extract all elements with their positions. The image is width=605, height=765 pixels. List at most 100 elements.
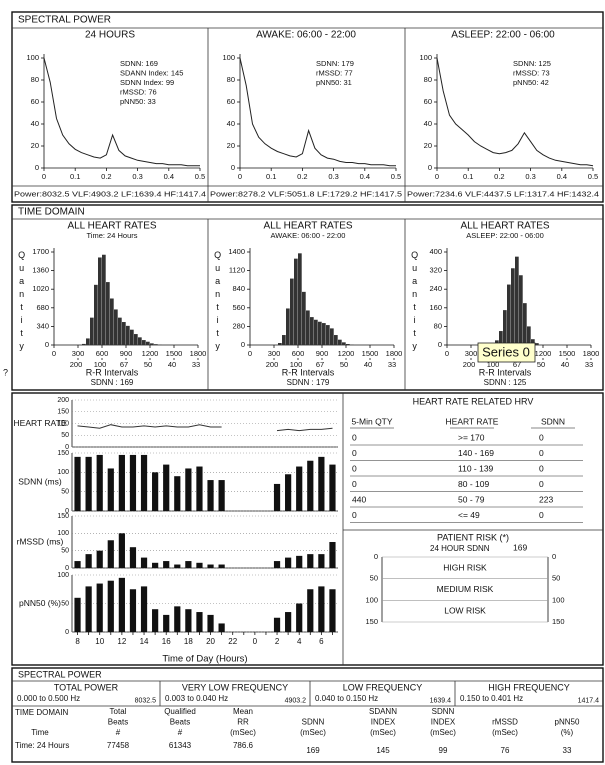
y-tick-label: 40 — [227, 119, 235, 128]
sdnn-footer: SDNN : 179 — [287, 378, 330, 387]
annotation: SDNN: 179 — [316, 59, 354, 68]
y-tick-label: 60 — [424, 97, 432, 106]
histogram-bar — [334, 335, 338, 345]
y-tick-label: 560 — [232, 303, 245, 312]
bar — [196, 466, 203, 511]
band-range: 0.003 to 0.040 Hz — [165, 694, 228, 703]
bar — [118, 533, 125, 568]
bar — [196, 562, 203, 568]
table-cell: 0 — [539, 432, 544, 442]
x-tick-label-2: 100 — [94, 360, 107, 369]
y-tick-label: 0 — [65, 629, 69, 636]
x-tick-label-2: 33 — [585, 360, 593, 369]
x-tick-label: 0 — [248, 349, 252, 358]
table-cell: 0 — [352, 463, 357, 473]
y-tick-label: 1700 — [32, 247, 49, 256]
band-value: 1417.4 — [578, 697, 600, 704]
table-cell: 0 — [352, 448, 357, 458]
bar — [96, 454, 103, 511]
x-tick-label: 2 — [275, 637, 280, 646]
x-tick-label: 0 — [52, 349, 56, 358]
bar — [74, 456, 81, 511]
histogram-bar — [110, 298, 114, 345]
risk-zone: HIGH RISK — [443, 562, 487, 572]
y-tick-label: 0 — [231, 163, 235, 172]
table-cell: 0 — [352, 479, 357, 489]
x-tick-label: 0.5 — [588, 172, 598, 181]
y-tick-label: 0 — [65, 444, 69, 451]
y-tick-label: 840 — [232, 284, 245, 293]
histogram-bar — [102, 254, 106, 345]
x-tick-label: 0.3 — [525, 172, 535, 181]
table-cell: 0 — [352, 510, 357, 520]
table-cell: 76 — [501, 746, 510, 755]
section-title: SPECTRAL POWER — [18, 15, 111, 26]
x-axis-label: R-R Intervals — [282, 367, 335, 377]
table-cell: 0 — [352, 432, 357, 442]
table-header: INDEX — [371, 718, 396, 727]
table-cell: 223 — [539, 494, 553, 504]
annotation: pNN50: 31 — [316, 78, 352, 87]
x-tick-label: 0.1 — [463, 172, 473, 181]
risk-value: 169 — [513, 542, 527, 552]
chart-title: ALL HEART RATES — [67, 221, 156, 232]
band-range: 0.000 to 0.500 Hz — [17, 694, 80, 703]
x-tick-label: 1800 — [190, 349, 207, 358]
table-cell: 786.6 — [233, 741, 254, 750]
chart-subtitle: ASLEEP: 22:00 - 06:00 — [466, 231, 544, 240]
annotation: SDANN Index: 145 — [120, 68, 183, 77]
risk-scale-label: 0 — [374, 552, 378, 561]
histogram-bar — [94, 284, 98, 345]
y-tick-label: 150 — [57, 513, 69, 520]
x-tick-label: 1500 — [559, 349, 576, 358]
x-tick-label-2: 33 — [192, 360, 200, 369]
y-tick-label: 60 — [31, 97, 39, 106]
x-tick-label: 300 — [268, 349, 281, 358]
bar — [329, 589, 336, 632]
histogram-bar — [298, 253, 302, 345]
x-tick-label: 0.2 — [494, 172, 504, 181]
time-domain-frame — [11, 204, 604, 391]
tooltip: Series 0 — [482, 344, 530, 359]
risk-scale-label: 50 — [552, 574, 560, 583]
table-cell: 440 — [352, 494, 366, 504]
table-header: RR — [237, 718, 249, 727]
band-range: 0.150 to 0.401 Hz — [460, 694, 523, 703]
x-tick-label: 300 — [72, 349, 85, 358]
x-tick-label: 0.2 — [297, 172, 307, 181]
y-tick-label: 80 — [31, 75, 39, 84]
table-header: HEART RATE — [446, 416, 499, 426]
x-tick-label-2: 100 — [290, 360, 303, 369]
histogram-bar — [507, 284, 511, 345]
histogram-bar — [286, 308, 290, 345]
y-axis-label: Quantity — [410, 250, 420, 354]
histogram-bar — [535, 343, 539, 345]
bar — [85, 586, 92, 632]
summary-frame — [11, 667, 604, 763]
spectral-frame — [11, 11, 604, 203]
table-header: Time — [31, 728, 49, 737]
spectrum-line — [239, 57, 396, 167]
x-tick-label: 0.1 — [266, 172, 276, 181]
y-tick-label: 100 — [57, 469, 69, 476]
y-tick-label: 150 — [57, 450, 69, 457]
bar — [273, 561, 281, 568]
bar — [96, 583, 103, 632]
x-tick-label: 18 — [184, 637, 193, 646]
x-tick-label: 10 — [95, 637, 104, 646]
bar — [218, 564, 225, 568]
bar — [140, 586, 148, 632]
x-tick-label: 0.4 — [360, 172, 370, 181]
bar — [185, 561, 192, 568]
x-tick-label: 0.3 — [328, 172, 338, 181]
x-tick-label: 1800 — [386, 349, 403, 358]
bar — [185, 609, 192, 632]
x-tick-label: 0 — [42, 172, 46, 181]
risk-title: PATIENT RISK (*) — [437, 532, 509, 542]
histogram-bar — [326, 325, 330, 345]
y-tick-label: 20 — [31, 141, 39, 150]
x-tick-label: 600 — [292, 349, 305, 358]
table-header: SDNN — [302, 718, 325, 727]
table-header: (mSec) — [370, 728, 396, 737]
risk-scale-label: 100 — [552, 595, 565, 604]
